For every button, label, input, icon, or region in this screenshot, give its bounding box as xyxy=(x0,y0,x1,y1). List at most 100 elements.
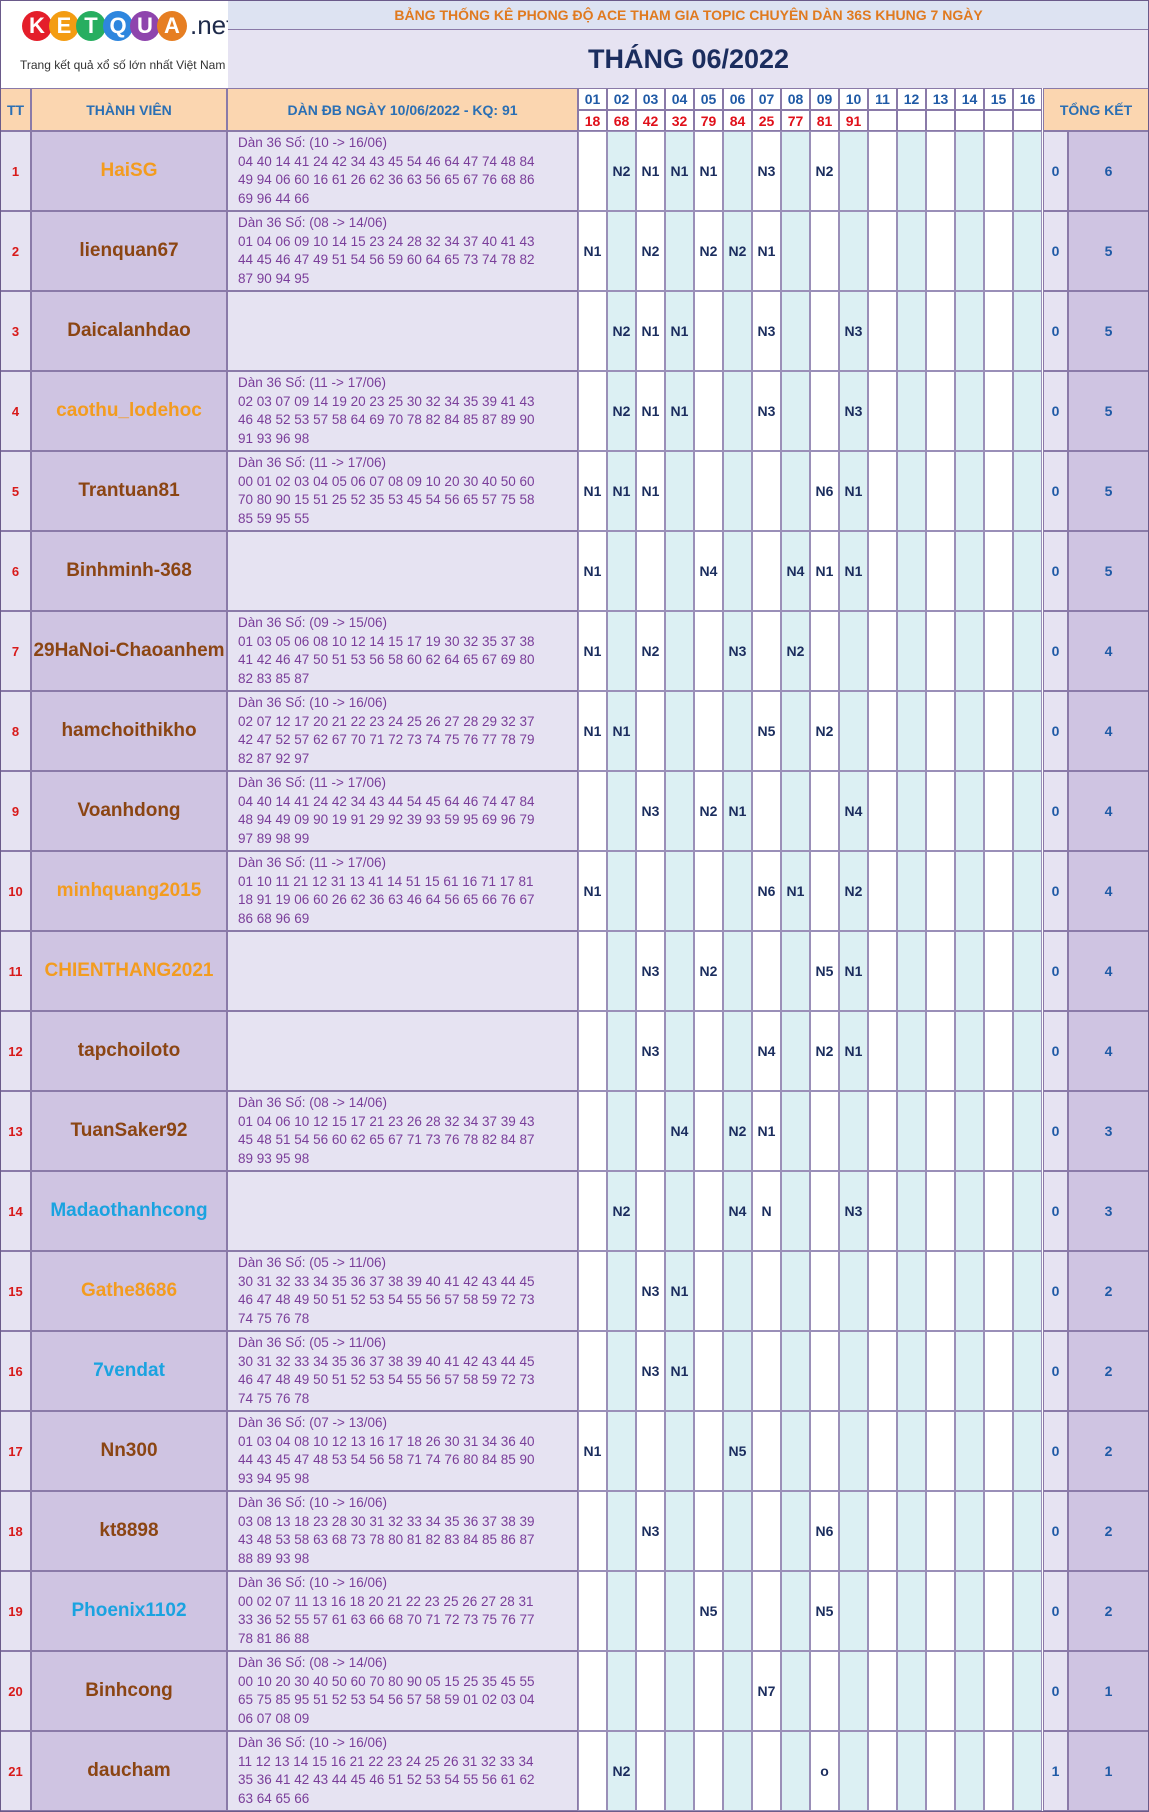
summary-b: 4 xyxy=(1068,771,1149,851)
day-mark xyxy=(955,1251,984,1331)
day-mark xyxy=(984,1331,1013,1411)
day-mark xyxy=(1013,1251,1042,1331)
dan-numbers: Dàn 36 Số: (11 -> 17/06) 04 40 14 41 24 4… xyxy=(227,771,578,851)
member-name: Nn300 xyxy=(31,1411,227,1491)
day-result: 42 xyxy=(636,110,665,131)
day-mark xyxy=(781,1091,810,1171)
day-number: 13 xyxy=(926,88,955,110)
day-mark: N4 xyxy=(694,531,723,611)
day-mark xyxy=(926,1731,955,1811)
day-mark xyxy=(955,771,984,851)
dan-line: 70 80 90 15 51 25 52 35 53 45 54 56 65 5… xyxy=(238,492,535,507)
summary-b: 3 xyxy=(1068,1091,1149,1171)
day-mark: N1 xyxy=(665,131,694,211)
day-mark: N1 xyxy=(636,131,665,211)
day-mark xyxy=(636,531,665,611)
day-mark: N5 xyxy=(694,1571,723,1651)
day-mark xyxy=(781,1731,810,1811)
day-number: 01 xyxy=(578,88,607,110)
day-mark xyxy=(868,1171,897,1251)
day-mark: N2 xyxy=(636,211,665,291)
dan-numbers: Dàn 36 Số: (10 -> 16/06) 04 40 14 41 24 4… xyxy=(227,131,578,211)
day-mark: N2 xyxy=(607,291,636,371)
summary-b: 1 xyxy=(1068,1731,1149,1811)
day-mark: N2 xyxy=(723,1091,752,1171)
day-mark xyxy=(781,291,810,371)
day-mark xyxy=(578,131,607,211)
day-mark xyxy=(897,291,926,371)
day-mark xyxy=(694,611,723,691)
day-mark: N6 xyxy=(810,1491,839,1571)
dan-numbers: Dàn 36 Số: (10 -> 16/06) 03 08 13 18 23 2… xyxy=(227,1491,578,1571)
day-result xyxy=(955,110,984,131)
day-result: 91 xyxy=(839,110,868,131)
row-index: 17 xyxy=(0,1411,31,1491)
dan-line: 04 40 14 41 24 42 34 43 45 54 46 64 47 7… xyxy=(238,153,535,169)
day-mark xyxy=(781,211,810,291)
day-mark xyxy=(694,691,723,771)
day-mark xyxy=(984,531,1013,611)
day-result: 68 xyxy=(607,110,636,131)
day-mark xyxy=(752,1571,781,1651)
day-mark xyxy=(1013,1331,1042,1411)
dan-line: 87 90 94 95 xyxy=(238,270,310,286)
day-mark xyxy=(665,531,694,611)
day-mark xyxy=(984,931,1013,1011)
day-mark: N2 xyxy=(839,851,868,931)
table-subtitle: BẢNG THỐNG KÊ PHONG ĐỘ ACE THAM GIA TOPI… xyxy=(228,0,1149,30)
day-mark xyxy=(665,1171,694,1251)
day-mark xyxy=(694,1091,723,1171)
day-mark: N1 xyxy=(665,371,694,451)
day-mark xyxy=(810,851,839,931)
day-mark xyxy=(781,371,810,451)
day-mark xyxy=(897,931,926,1011)
summary-a: 0 xyxy=(1043,1411,1068,1491)
day-mark: N1 xyxy=(578,211,607,291)
dan-numbers: Dàn 36 Số: (11 -> 17/06) 02 03 07 09 14 1… xyxy=(227,371,578,451)
dan-numbers: Dàn 36 Số: (05 -> 11/06) 30 31 32 33 34 3… xyxy=(227,1331,578,1411)
dan-line: 03 08 13 18 23 28 30 31 32 33 34 35 36 3… xyxy=(238,1513,535,1529)
logo[interactable]: K E T Q U A .net Trang kết quả xổ số lớn nhất … xyxy=(0,0,233,88)
day-mark xyxy=(955,691,984,771)
day-mark xyxy=(897,531,926,611)
day-mark xyxy=(984,1011,1013,1091)
logo-letter: K xyxy=(22,10,52,41)
dan-numbers xyxy=(227,291,578,371)
dan-line: Dàn 36 Số: (11 -> 17/06) xyxy=(238,455,386,470)
summary-b: 4 xyxy=(1068,851,1149,931)
day-mark xyxy=(897,451,926,531)
member-name: Binhminh-368 xyxy=(31,531,227,611)
day-mark xyxy=(752,611,781,691)
day-mark xyxy=(926,1011,955,1091)
day-mark xyxy=(1013,851,1042,931)
day-mark xyxy=(1013,1571,1042,1651)
day-mark xyxy=(868,931,897,1011)
day-mark xyxy=(781,131,810,211)
day-mark xyxy=(839,1571,868,1651)
day-result: 25 xyxy=(752,110,781,131)
day-mark xyxy=(1013,691,1042,771)
summary-b: 5 xyxy=(1068,531,1149,611)
day-mark xyxy=(897,851,926,931)
dan-line: 01 03 05 06 08 10 12 14 15 17 19 30 32 3… xyxy=(238,633,535,649)
member-name: Daicalanhdao xyxy=(31,291,227,371)
day-mark xyxy=(752,931,781,1011)
logo-letter: U xyxy=(130,10,160,41)
day-mark xyxy=(723,1731,752,1811)
day-mark xyxy=(781,451,810,531)
day-mark xyxy=(984,691,1013,771)
day-mark: N1 xyxy=(694,131,723,211)
member-name: hamchoithikho xyxy=(31,691,227,771)
dan-numbers: Dàn 36 Số: (09 -> 15/06) 01 03 05 06 08 1… xyxy=(227,611,578,691)
day-mark: N1 xyxy=(665,1331,694,1411)
row-index: 5 xyxy=(0,451,31,531)
row-index: 19 xyxy=(0,1571,31,1651)
day-mark xyxy=(1013,1411,1042,1491)
day-result: 77 xyxy=(781,110,810,131)
day-result: 84 xyxy=(723,110,752,131)
day-mark xyxy=(839,1331,868,1411)
day-mark: N7 xyxy=(752,1651,781,1731)
day-mark xyxy=(607,1331,636,1411)
day-mark xyxy=(694,1171,723,1251)
